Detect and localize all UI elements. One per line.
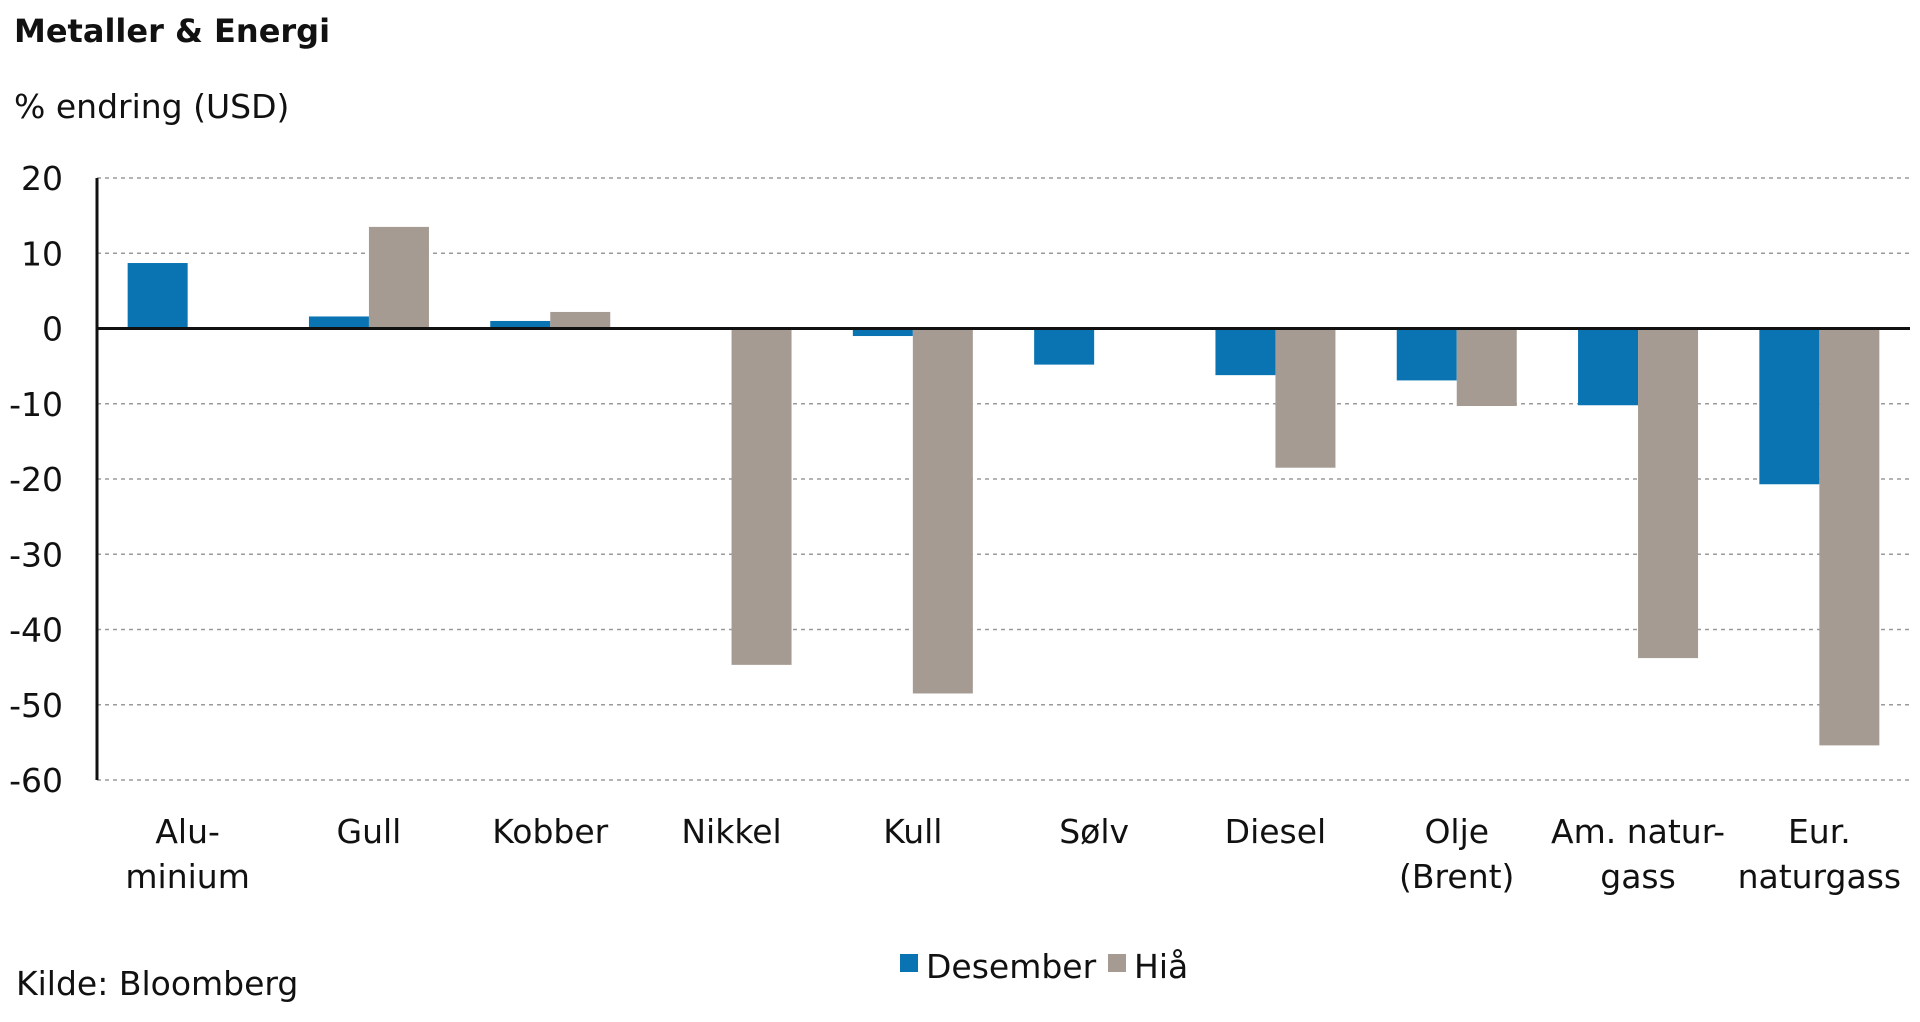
x-category-label: Eur. xyxy=(1788,812,1851,851)
x-category-label: (Brent) xyxy=(1399,857,1514,896)
x-category-label: Gull xyxy=(337,812,402,851)
y-tick-label: 20 xyxy=(21,159,63,198)
chart-subtitle: % endring (USD) xyxy=(14,87,289,126)
bar-hi--9 xyxy=(1819,328,1880,746)
x-category-label: Sølv xyxy=(1059,812,1129,851)
bar-hi--1 xyxy=(368,226,429,329)
chart-title: Metaller & Energi xyxy=(14,12,330,50)
x-category-label: gass xyxy=(1600,857,1676,896)
bar-hi--6 xyxy=(1275,328,1336,468)
y-tick-labels: 20 10 0 -10 -20 -30 -40 -50 -60 xyxy=(9,159,63,800)
y-tick-label: -60 xyxy=(9,761,63,800)
x-category-label: naturgass xyxy=(1738,857,1902,896)
bar-desember-6 xyxy=(1215,328,1276,376)
x-category-label: Kull xyxy=(883,812,942,851)
y-tick-label: 0 xyxy=(42,310,63,349)
x-category-label: Kobber xyxy=(492,812,608,851)
x-category-label: minium xyxy=(125,857,249,896)
bar-hi--2 xyxy=(550,311,611,329)
bar-hi--3 xyxy=(731,328,792,665)
bar-desember-5 xyxy=(1034,328,1095,365)
legend: Desember Hiå xyxy=(900,947,1188,986)
legend-swatch-desember xyxy=(900,954,918,972)
y-tick-label: -30 xyxy=(9,535,63,574)
bar-hi--4 xyxy=(912,328,973,694)
bars xyxy=(127,226,1880,746)
bar-desember-4 xyxy=(852,328,913,337)
legend-label: Hiå xyxy=(1134,947,1188,986)
bar-desember-1 xyxy=(308,316,369,329)
legend-swatch-hi- xyxy=(1108,954,1126,972)
bar-desember-2 xyxy=(490,320,551,329)
axes xyxy=(95,178,1910,780)
source-note: Kilde: Bloomberg xyxy=(16,964,298,1003)
legend-label: Desember xyxy=(926,947,1097,986)
x-category-label: Nikkel xyxy=(681,812,781,851)
bar-hi--8 xyxy=(1638,328,1699,659)
x-category-label: Am. natur- xyxy=(1551,812,1725,851)
y-tick-label: -20 xyxy=(9,460,63,499)
y-tick-label: -10 xyxy=(9,385,63,424)
bar-desember-7 xyxy=(1396,328,1457,381)
y-tick-label: -50 xyxy=(9,686,63,725)
y-tick-label: 10 xyxy=(21,234,63,273)
bar-desember-0 xyxy=(127,263,188,329)
bar-desember-8 xyxy=(1578,328,1639,406)
bar-hi--7 xyxy=(1456,328,1517,407)
bar-desember-9 xyxy=(1759,328,1820,485)
x-category-labels: Alu-minium Gull Kobber Nikkel Kull Sølv Diesel… xyxy=(125,812,1901,896)
x-category-label: Diesel xyxy=(1225,812,1327,851)
x-category-label: Alu- xyxy=(155,812,220,851)
x-category-label: Olje xyxy=(1424,812,1489,851)
y-tick-label: -40 xyxy=(9,611,63,650)
gridlines xyxy=(97,177,1910,781)
